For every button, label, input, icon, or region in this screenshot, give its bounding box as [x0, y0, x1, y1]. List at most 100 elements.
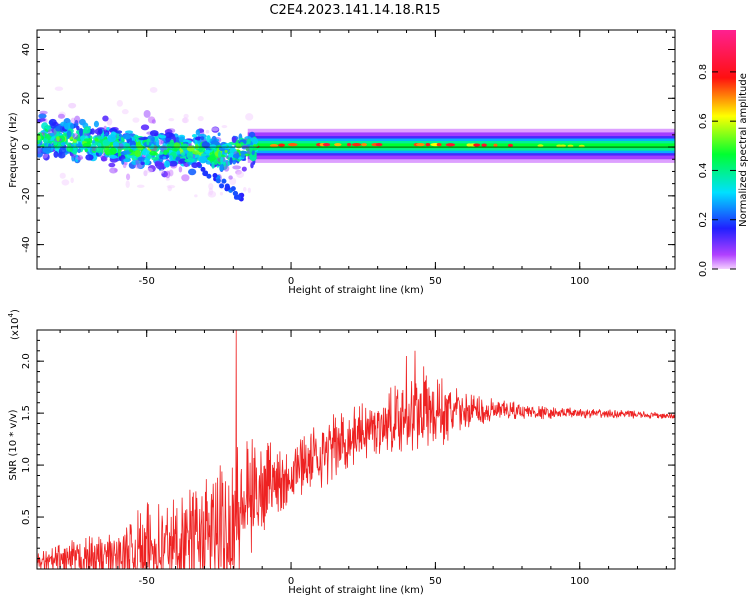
y-tick-label: 40 — [21, 43, 32, 56]
x-tick-label: -50 — [139, 576, 155, 587]
heatmap-cell — [71, 153, 77, 158]
heatmap-cell — [218, 150, 222, 159]
snr-multiplier: (x104) — [7, 309, 21, 340]
heatmap-cell — [116, 100, 124, 107]
y-tick-label: 0 — [21, 144, 32, 150]
heatmap-cell — [186, 151, 194, 160]
heatmap-cell — [37, 135, 41, 141]
heatmap-cell — [92, 140, 96, 144]
heatmap-cell — [223, 165, 230, 172]
snr-xlabel: Height of straight line (km) — [288, 585, 424, 596]
snr-multiplier-close: ) — [10, 309, 21, 313]
heatmap-cell — [84, 148, 88, 153]
heatmap-cell — [187, 168, 197, 176]
heatmap-cell — [175, 156, 181, 162]
heatmap-cell — [200, 166, 206, 172]
heatmap-cell — [109, 167, 118, 174]
colorbar: 0.0 0.2 0.4 0.6 0.8 Normalized spectral ampl… — [698, 30, 749, 277]
heatmap-cell — [168, 160, 178, 167]
heatmap-cell — [232, 165, 242, 170]
heatmap-cell — [245, 113, 254, 121]
heatmap-cell — [288, 143, 298, 147]
heatmap-cell — [415, 143, 425, 147]
heatmap-cell — [239, 150, 248, 155]
heatmap-cell — [243, 187, 247, 192]
heatmap-cell — [93, 120, 99, 128]
heatmap-cell — [269, 143, 279, 148]
heatmap-cell — [147, 116, 156, 124]
heatmap-cell — [219, 191, 223, 196]
heatmap-cell — [173, 148, 178, 152]
heatmap-cell — [201, 153, 206, 157]
colorbar-tick-label: 0.4 — [698, 162, 709, 178]
heatmap-cell — [75, 156, 83, 160]
spectrogram-frame — [36, 29, 676, 270]
heatmap-cell — [251, 147, 258, 151]
heatmap-cell — [346, 143, 352, 147]
colorbar-ticks: 0.0 0.2 0.4 0.6 0.8 — [698, 64, 736, 277]
snr-multiplier-exp: 4 — [7, 312, 15, 317]
heatmap-cell — [425, 143, 431, 147]
heatmap-cell — [79, 127, 83, 136]
heatmap-cell — [473, 143, 481, 147]
heatmap-cell — [194, 194, 198, 198]
heatmap-cell — [101, 156, 108, 162]
heatmap-cell — [217, 132, 221, 137]
heatmap-cell — [66, 130, 72, 138]
heatmap-cell — [220, 156, 224, 165]
heatmap-cell — [48, 118, 57, 126]
heatmap-cell — [75, 143, 83, 148]
heatmap-cell — [155, 162, 165, 170]
heatmap-cell — [228, 175, 233, 180]
heatmap-cell — [124, 142, 130, 148]
heatmap-cell — [98, 128, 103, 135]
heatmap-cell — [169, 155, 173, 162]
x-tick-label: 50 — [429, 276, 442, 287]
heatmap-cell — [204, 149, 211, 154]
heatmap-cell — [60, 121, 68, 127]
colorbar-tick-label: 0.6 — [698, 113, 709, 129]
spectrogram-heatmap — [37, 86, 675, 202]
heatmap-cell — [112, 141, 120, 149]
colorbar-tick-label: 0.2 — [698, 212, 709, 228]
heatmap-cell — [159, 154, 163, 159]
heatmap-cell — [106, 127, 110, 131]
heatmap-cell — [138, 137, 147, 141]
heatmap-cell — [207, 156, 216, 161]
colorbar-tick-label: 0.8 — [698, 64, 709, 80]
heatmap-cell — [235, 143, 242, 149]
heatmap-cell — [42, 138, 49, 144]
heatmap-cell — [83, 126, 91, 134]
heatmap-cell — [149, 87, 158, 93]
x-tick-label: 0 — [288, 576, 294, 587]
heatmap-cell — [180, 152, 186, 157]
heatmap-cell — [236, 171, 245, 179]
heatmap-cell — [481, 143, 487, 147]
spectrogram-ylabel: Frequency (Hz) — [8, 112, 19, 188]
heatmap-cell — [176, 150, 181, 155]
heatmap-cell — [121, 109, 129, 115]
x-tick-label: 50 — [429, 576, 442, 587]
heatmap-cell — [137, 145, 144, 151]
heatmap-cell — [507, 143, 514, 147]
heatmap-cell — [142, 148, 149, 156]
heatmap-cell — [50, 137, 55, 141]
heatmap-cell — [215, 178, 221, 184]
colorbar-tick-label: 0.0 — [698, 261, 709, 277]
heatmap-cell — [143, 109, 151, 118]
heatmap-cell — [95, 147, 103, 153]
heatmap-cell — [115, 130, 123, 134]
spectrogram-panel: -50 0 50 100 -40 -20 0 20 40 Height of straight … — [8, 29, 676, 296]
x-tick-label: -50 — [139, 276, 155, 287]
heatmap-cell — [230, 186, 236, 192]
heatmap-cell — [82, 142, 92, 148]
heatmap-cell — [436, 143, 442, 147]
heatmap-cell — [123, 158, 131, 163]
heatmap-cell — [108, 127, 118, 133]
heatmap-cell — [181, 117, 189, 124]
heatmap-cell — [165, 177, 170, 181]
heatmap-cell — [192, 150, 201, 155]
heatmap-cell — [132, 117, 140, 123]
heatmap-cell — [247, 187, 251, 194]
